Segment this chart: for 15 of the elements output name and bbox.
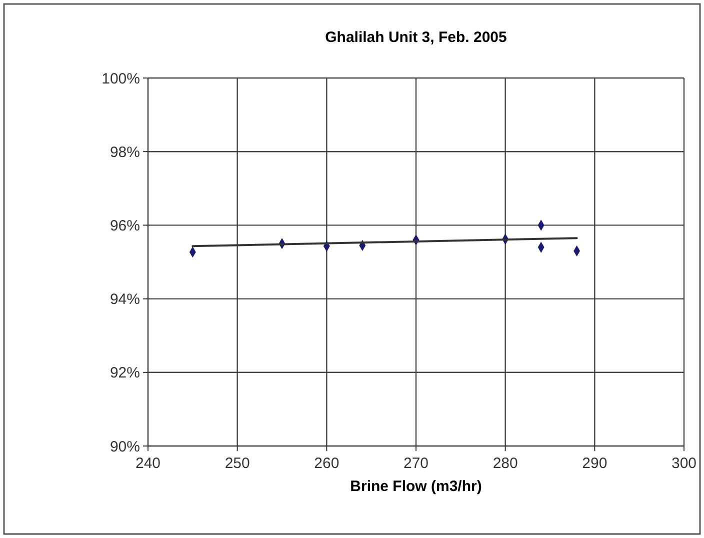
x-tick-label: 250	[224, 455, 250, 472]
x-tick-label: 300	[671, 455, 697, 472]
chart-title: Ghalilah Unit 3, Feb. 2005	[325, 29, 507, 46]
x-tick-label: 280	[492, 455, 518, 472]
y-tick-label: 96%	[110, 217, 140, 234]
x-tick-label: 290	[582, 455, 608, 472]
y-tick-label: 98%	[110, 144, 140, 161]
x-tick-label: 240	[135, 455, 161, 472]
x-axis-title: Brine Flow (m3/hr)	[350, 478, 482, 495]
x-tick-label: 260	[314, 455, 340, 472]
y-tick-label: 100%	[102, 70, 140, 88]
y-tick-label: 90%	[110, 438, 140, 456]
y-tick-label: 92%	[110, 364, 140, 382]
x-tick-label: 270	[403, 455, 429, 472]
y-tick-label: 94%	[110, 291, 140, 308]
